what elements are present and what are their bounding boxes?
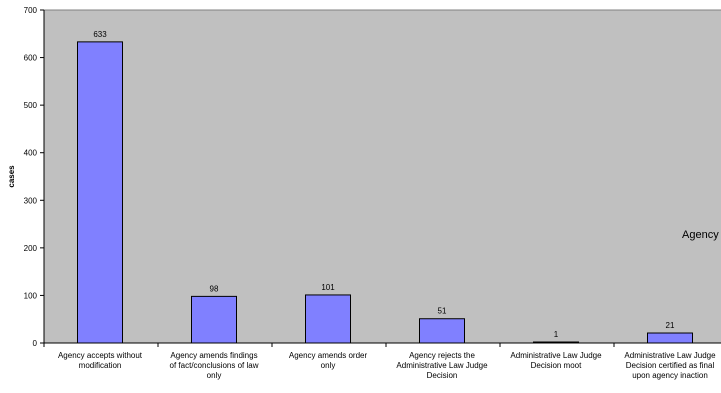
category-label: Agency accepts without modification: [58, 351, 143, 370]
y-axis: 0 100 200 300 400 500 600 700: [24, 6, 45, 348]
bars: [77, 41, 693, 344]
y-tick-label: 600: [24, 54, 38, 63]
x-axis: [43, 342, 721, 347]
y-tick-label: 200: [24, 244, 38, 253]
bar: [191, 295, 237, 344]
y-tick-label: 500: [24, 101, 38, 110]
y-tick-label: 400: [24, 149, 38, 158]
category-label: Agency rejects the Administrative Law Jud…: [396, 351, 488, 380]
data-label: 98: [210, 284, 219, 293]
data-label: 101: [321, 283, 335, 292]
y-axis-label: cases: [7, 165, 16, 188]
y-tick-label: 300: [24, 196, 38, 205]
y-tick-label: 0: [33, 339, 38, 348]
data-labels: 633 98 101 51 1 21: [93, 30, 675, 339]
overlay-text: Agency: [682, 229, 719, 241]
bar: [305, 294, 351, 344]
bar: [533, 341, 579, 344]
data-label: 51: [438, 307, 447, 316]
data-label: 633: [93, 30, 107, 39]
bar: [647, 332, 693, 344]
category-label: Administrative Law Judge Decision certifi…: [624, 351, 716, 380]
category-label: Agency amends findings of fact/conclusion…: [170, 351, 259, 380]
category-labels: Agency accepts without modification Agency…: [58, 351, 716, 380]
data-label: 21: [666, 321, 675, 330]
bar: [77, 41, 123, 344]
y-tick-label: 700: [24, 6, 38, 15]
category-label: Administrative Law Judge Decision moot: [510, 351, 602, 370]
plot-area: [43, 9, 721, 344]
category-label: Agency amends order only: [289, 351, 368, 370]
y-tick-label: 100: [24, 291, 38, 300]
data-label: 1: [554, 330, 559, 339]
bar: [419, 318, 465, 344]
